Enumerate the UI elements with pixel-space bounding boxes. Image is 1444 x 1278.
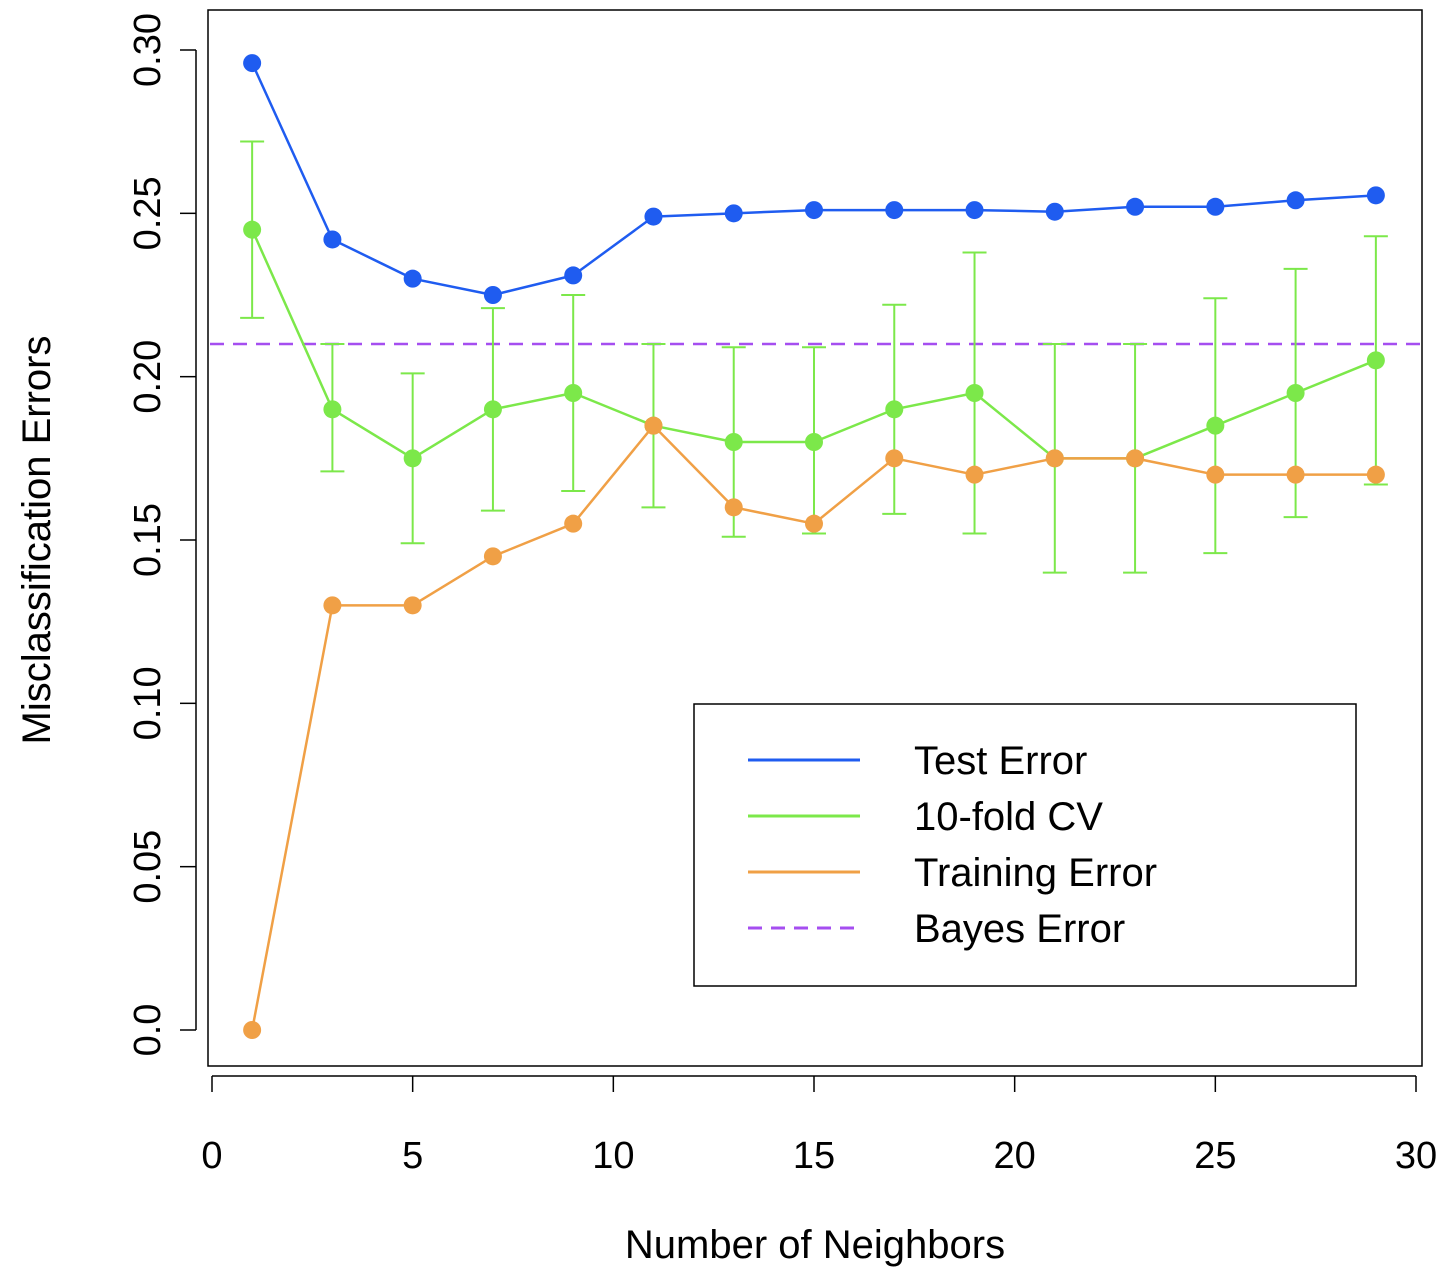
legend-label: Test Error: [914, 739, 1087, 783]
test-error-point: [885, 201, 904, 220]
test-error-point: [1045, 202, 1064, 221]
training-error-point: [564, 514, 583, 533]
y-axis: 0.0 0.05 0.10 0.15 0.20 0.25 0.30: [127, 13, 197, 1057]
x-tick-label: 30: [1395, 1135, 1437, 1177]
training-error-point: [1286, 465, 1305, 484]
test-error-point: [243, 54, 262, 73]
training-error-point: [644, 416, 663, 435]
test-error-point: [1366, 186, 1385, 205]
10-fold-cv-point: [965, 384, 984, 402]
y-tick-label: 0.10: [127, 666, 169, 740]
x-tick-label: 25: [1194, 1135, 1236, 1177]
training-error-point: [724, 498, 743, 517]
y-tick-label: 0.0: [127, 1004, 169, 1057]
training-error-point: [323, 596, 342, 615]
x-tick-label: 0: [201, 1135, 222, 1177]
10-fold-cv-point: [564, 384, 583, 402]
test-error-point: [323, 230, 342, 249]
test-error-point: [644, 207, 663, 226]
y-axis-title: Misclassification Errors: [15, 336, 59, 745]
training-error-point: [243, 1021, 262, 1039]
legend-label: Training Error: [914, 851, 1157, 895]
test-error-point: [1126, 197, 1145, 216]
10-fold-cv-point: [1286, 384, 1305, 402]
test-error-point: [564, 266, 583, 285]
y-tick-label: 0.20: [127, 340, 169, 414]
test-error-point: [1206, 197, 1225, 216]
legend-label: 10-fold CV: [914, 795, 1103, 839]
10-fold-cv-point: [885, 400, 904, 419]
10-fold-cv-point: [1206, 416, 1225, 435]
training-error-point: [403, 596, 422, 615]
test-error-point: [965, 201, 984, 220]
10-fold-cv-point: [483, 400, 502, 419]
training-error-point: [1126, 449, 1145, 468]
10-fold-cv-point: [724, 433, 743, 451]
legend-label: Bayes Error: [914, 907, 1125, 951]
plot-frame: [207, 9, 1423, 1067]
x-tick-label: 5: [402, 1135, 423, 1177]
x-axis-title: Number of Neighbors: [625, 1223, 1005, 1267]
training-error-point: [885, 449, 904, 468]
training-error-point: [1206, 465, 1225, 484]
training-error-point: [1045, 449, 1064, 468]
10-fold-cv-point: [243, 220, 262, 239]
test-error-point: [403, 269, 422, 288]
test-error-line: [250, 62, 1376, 297]
training-error-point: [483, 547, 502, 566]
test-error-point: [483, 286, 502, 304]
test-error-point: [805, 201, 823, 220]
legend: Test Error 10-fold CV Training Error Bayes …: [693, 703, 1357, 987]
y-tick-label: 0.30: [127, 13, 169, 87]
test-error-point: [1286, 191, 1305, 210]
x-axis: 0 5 10 15 20 25 30: [201, 1075, 1437, 1177]
10-fold-cv-point: [1366, 351, 1385, 370]
legend-box: [693, 703, 1357, 987]
training-error-point: [965, 465, 984, 484]
x-tick-label: 10: [592, 1135, 634, 1177]
y-tick-label: 0.15: [127, 503, 169, 577]
training-error-point: [1366, 465, 1385, 484]
10-fold-cv-point: [805, 433, 823, 451]
10-fold-cv-point: [323, 400, 342, 419]
10-fold-cv-point: [403, 449, 422, 468]
training-error-point: [805, 514, 823, 533]
test-error-point: [724, 204, 743, 223]
y-tick-label: 0.05: [127, 830, 169, 904]
x-tick-label: 15: [793, 1135, 835, 1177]
x-tick-label: 20: [994, 1135, 1036, 1177]
y-tick-label: 0.25: [127, 176, 169, 250]
